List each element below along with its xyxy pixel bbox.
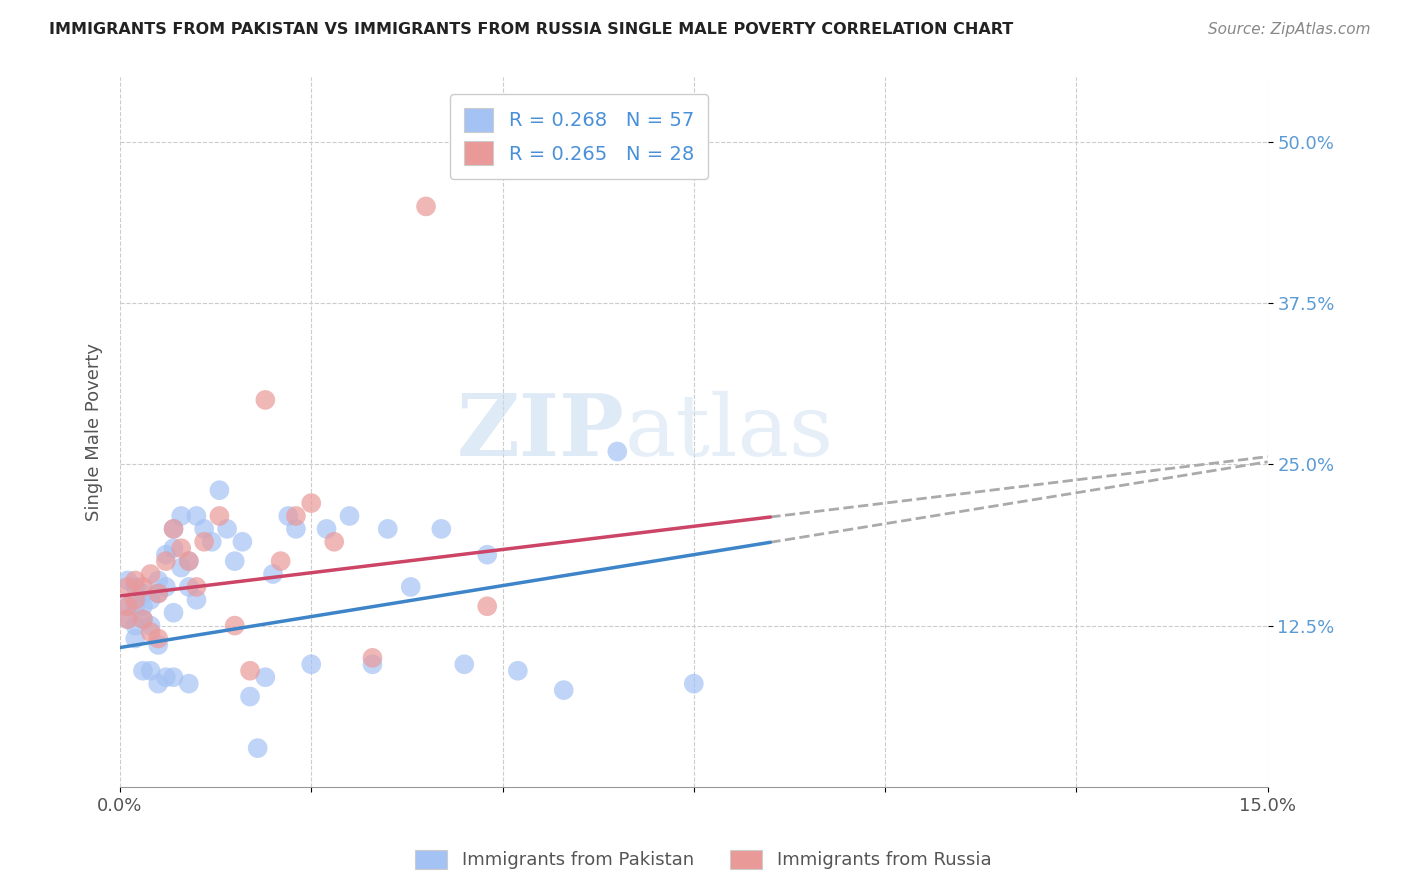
Point bbox=[299, 657, 322, 672]
Point bbox=[124, 574, 146, 588]
Point bbox=[132, 664, 155, 678]
Point bbox=[284, 522, 307, 536]
Point bbox=[162, 522, 184, 536]
Point bbox=[139, 625, 162, 640]
Point bbox=[139, 618, 162, 632]
Point bbox=[193, 522, 215, 536]
Point bbox=[124, 599, 146, 614]
Point bbox=[148, 638, 170, 652]
Point bbox=[117, 580, 139, 594]
Point bbox=[170, 508, 193, 523]
Text: atlas: atlas bbox=[624, 391, 834, 474]
Point bbox=[170, 560, 193, 574]
Point bbox=[177, 676, 200, 690]
Point bbox=[148, 586, 170, 600]
Point bbox=[177, 554, 200, 568]
Point bbox=[415, 199, 437, 213]
Point bbox=[124, 592, 146, 607]
Legend: R = 0.268   N = 57, R = 0.265   N = 28: R = 0.268 N = 57, R = 0.265 N = 28 bbox=[450, 95, 707, 178]
Point bbox=[162, 606, 184, 620]
Point bbox=[323, 534, 346, 549]
Point bbox=[162, 541, 184, 556]
Point bbox=[139, 567, 162, 582]
Point bbox=[132, 586, 155, 600]
Point bbox=[155, 670, 177, 684]
Point bbox=[315, 522, 337, 536]
Point bbox=[177, 580, 200, 594]
Point bbox=[139, 664, 162, 678]
Point bbox=[361, 657, 384, 672]
Point bbox=[124, 632, 146, 646]
Point bbox=[239, 664, 262, 678]
Point bbox=[148, 676, 170, 690]
Point bbox=[132, 612, 155, 626]
Point bbox=[186, 592, 208, 607]
Point bbox=[132, 580, 155, 594]
Point bbox=[231, 534, 253, 549]
Point bbox=[148, 586, 170, 600]
Point bbox=[170, 541, 193, 556]
Point bbox=[117, 599, 139, 614]
Point bbox=[117, 574, 139, 588]
Point bbox=[124, 618, 146, 632]
Point bbox=[453, 657, 475, 672]
Point bbox=[339, 508, 361, 523]
Point bbox=[399, 580, 422, 594]
Point bbox=[682, 676, 704, 690]
Text: IMMIGRANTS FROM PAKISTAN VS IMMIGRANTS FROM RUSSIA SINGLE MALE POVERTY CORRELATI: IMMIGRANTS FROM PAKISTAN VS IMMIGRANTS F… bbox=[49, 22, 1014, 37]
Point bbox=[506, 664, 529, 678]
Point bbox=[139, 592, 162, 607]
Point bbox=[254, 670, 277, 684]
Point bbox=[284, 508, 307, 523]
Point bbox=[162, 670, 184, 684]
Point bbox=[155, 548, 177, 562]
Point bbox=[177, 554, 200, 568]
Point bbox=[208, 508, 231, 523]
Point bbox=[377, 522, 399, 536]
Point bbox=[246, 741, 269, 756]
Point bbox=[262, 567, 284, 582]
Point bbox=[117, 612, 139, 626]
Point bbox=[186, 580, 208, 594]
Point bbox=[553, 683, 575, 698]
Point bbox=[148, 632, 170, 646]
Point bbox=[117, 599, 139, 614]
Point bbox=[117, 612, 139, 626]
Text: Source: ZipAtlas.com: Source: ZipAtlas.com bbox=[1208, 22, 1371, 37]
Point bbox=[155, 554, 177, 568]
Text: ZIP: ZIP bbox=[457, 390, 624, 475]
Y-axis label: Single Male Poverty: Single Male Poverty bbox=[86, 343, 103, 521]
Point bbox=[430, 522, 453, 536]
Point bbox=[132, 599, 155, 614]
Point bbox=[208, 483, 231, 498]
Point bbox=[361, 651, 384, 665]
Point bbox=[124, 580, 146, 594]
Point bbox=[606, 444, 628, 458]
Point bbox=[217, 522, 239, 536]
Point bbox=[477, 548, 499, 562]
Point bbox=[148, 574, 170, 588]
Point bbox=[155, 580, 177, 594]
Point bbox=[270, 554, 292, 568]
Point bbox=[193, 534, 215, 549]
Legend: Immigrants from Pakistan, Immigrants from Russia: Immigrants from Pakistan, Immigrants fro… bbox=[405, 841, 1001, 879]
Point bbox=[254, 392, 277, 407]
Point bbox=[477, 599, 499, 614]
Point bbox=[224, 618, 246, 632]
Point bbox=[162, 522, 184, 536]
Point bbox=[277, 508, 299, 523]
Point bbox=[224, 554, 246, 568]
Point bbox=[132, 612, 155, 626]
Point bbox=[239, 690, 262, 704]
Point bbox=[201, 534, 224, 549]
Point bbox=[186, 508, 208, 523]
Point bbox=[299, 496, 322, 510]
